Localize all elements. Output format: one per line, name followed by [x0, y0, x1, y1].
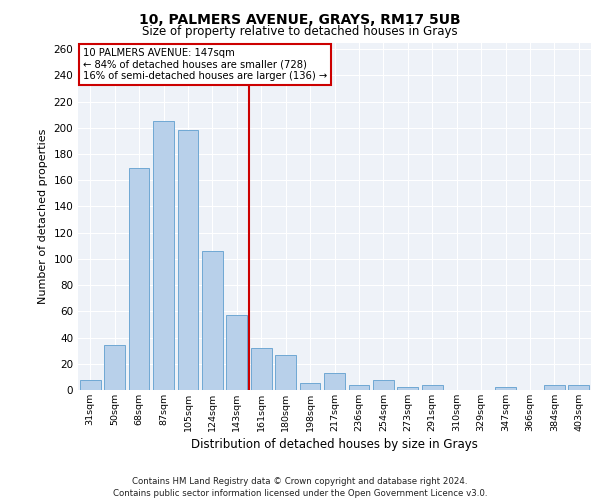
Text: Contains HM Land Registry data © Crown copyright and database right 2024.: Contains HM Land Registry data © Crown c…: [132, 478, 468, 486]
Bar: [275, 354, 296, 390]
Bar: [373, 380, 394, 390]
Bar: [568, 385, 589, 390]
Bar: [80, 380, 101, 390]
Bar: [178, 130, 199, 390]
Bar: [251, 348, 272, 390]
Y-axis label: Number of detached properties: Number of detached properties: [38, 128, 48, 304]
Text: Size of property relative to detached houses in Grays: Size of property relative to detached ho…: [142, 25, 458, 38]
Bar: [104, 346, 125, 390]
X-axis label: Distribution of detached houses by size in Grays: Distribution of detached houses by size …: [191, 438, 478, 451]
Bar: [397, 388, 418, 390]
Bar: [544, 385, 565, 390]
Bar: [349, 385, 370, 390]
Text: 10, PALMERS AVENUE, GRAYS, RM17 5UB: 10, PALMERS AVENUE, GRAYS, RM17 5UB: [139, 12, 461, 26]
Bar: [324, 373, 345, 390]
Bar: [202, 251, 223, 390]
Bar: [299, 384, 320, 390]
Bar: [422, 385, 443, 390]
Text: 10 PALMERS AVENUE: 147sqm
← 84% of detached houses are smaller (728)
16% of semi: 10 PALMERS AVENUE: 147sqm ← 84% of detac…: [83, 48, 328, 81]
Bar: [153, 121, 174, 390]
Bar: [226, 316, 247, 390]
Bar: [495, 388, 516, 390]
Bar: [128, 168, 149, 390]
Text: Contains public sector information licensed under the Open Government Licence v3: Contains public sector information licen…: [113, 489, 487, 498]
